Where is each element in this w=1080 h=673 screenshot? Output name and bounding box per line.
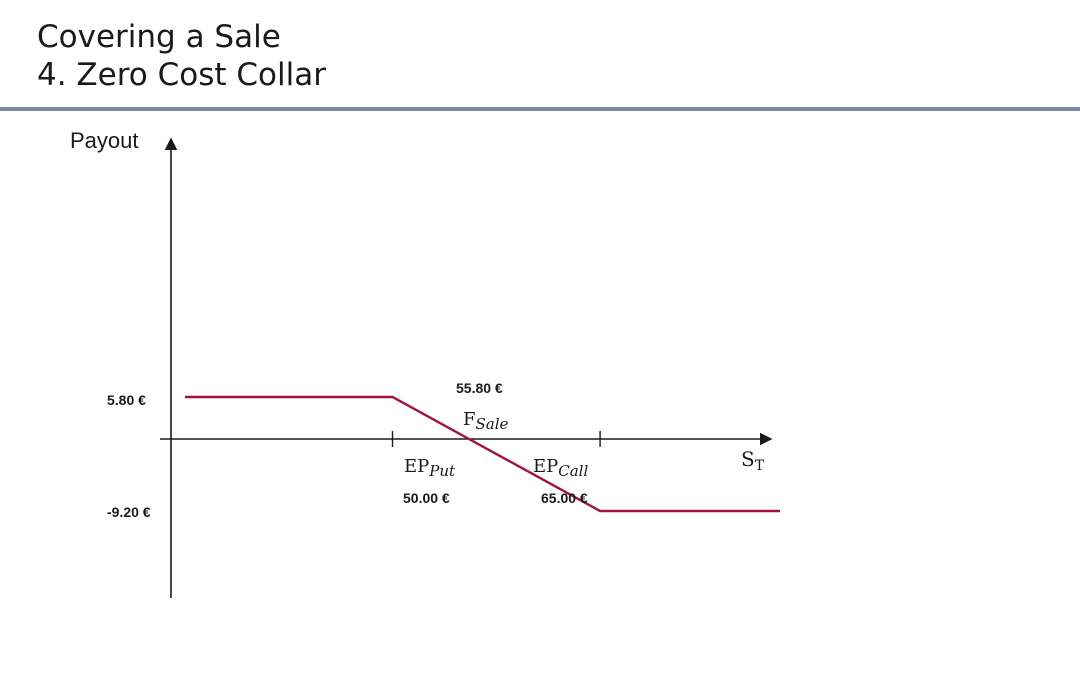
f-sale-label: FSale xyxy=(463,409,509,433)
slide-title: Covering a Sale xyxy=(37,19,281,55)
f-sale-label-sub: Sale xyxy=(476,415,509,433)
f-sale-label-main: F xyxy=(463,409,476,430)
x-axis-label: ST xyxy=(741,447,765,474)
slide-title-block: Covering a Sale 4. Zero Cost Collar xyxy=(37,18,326,94)
y-value-top: 5.80 € xyxy=(107,392,146,408)
x-axis-label-sub: T xyxy=(755,458,765,474)
y-value-bottom: -9.20 € xyxy=(107,504,151,520)
ep-put-label-main: EP xyxy=(404,456,429,477)
ep-call-value: 65.00 € xyxy=(541,490,588,506)
f-sale-value: 55.80 € xyxy=(456,380,503,396)
y-axis-label: Payout xyxy=(70,128,139,153)
title-divider xyxy=(0,107,1080,111)
ep-call-label-sub: Call xyxy=(558,462,588,480)
slide-subtitle: 4. Zero Cost Collar xyxy=(37,57,326,93)
ep-call-label: EPCall xyxy=(533,456,588,480)
ep-put-label-sub: Put xyxy=(428,462,456,480)
ep-call-label-main: EP xyxy=(533,456,558,477)
x-axis-label-main: S xyxy=(741,447,755,471)
ep-put-value: 50.00 € xyxy=(403,490,450,506)
payout-series-line xyxy=(184,395,780,513)
ep-put-label: EPPut xyxy=(404,456,456,480)
